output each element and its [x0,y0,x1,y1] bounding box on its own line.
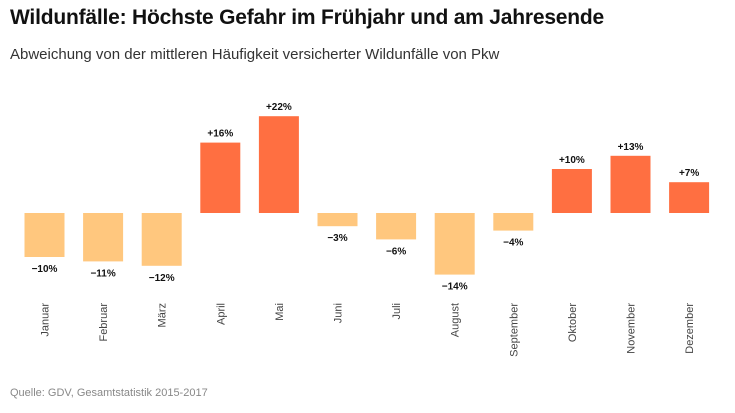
value-label: +22% [266,102,292,113]
value-label: −14% [442,282,468,293]
value-label: +16% [207,129,233,140]
bar-mai [258,116,299,213]
month-label: März [157,303,169,327]
month-label: April [215,303,227,325]
bar-januar [24,213,65,257]
bar-dezember [669,182,710,213]
month-label: September [508,303,520,357]
bar-juli [376,213,417,240]
month-label: November [626,303,638,354]
value-label: −12% [149,273,175,284]
bar-märz [141,213,182,266]
month-label: Januar [40,303,52,337]
value-label: +10% [559,155,585,166]
value-label: −4% [503,238,523,249]
month-label: Mai [274,303,286,321]
value-label: −3% [327,233,347,244]
chart-subtitle: Abweichung von der mittleren Häufigkeit … [10,46,500,63]
month-label: Oktober [567,303,579,342]
bar-april [200,142,241,213]
value-label: −10% [32,264,58,275]
month-label: Juli [391,303,403,320]
bar-august [434,213,475,275]
chart-title: Wildunfälle: Höchste Gefahr im Frühjahr … [10,6,605,29]
value-label: +13% [618,142,644,153]
value-label: −6% [386,246,406,257]
bar-september [493,213,534,231]
bar-juni [317,213,358,227]
bar-oktober [551,169,592,213]
source-note: Quelle: GDV, Gesamtstatistik 2015-2017 [10,387,208,399]
value-label: +7% [679,168,699,179]
bar-februar [83,213,124,262]
bar-november [610,155,651,213]
month-label: Februar [98,303,110,342]
month-label: Juni [333,303,345,323]
month-label: August [450,303,462,337]
month-label: Dezember [684,303,696,354]
value-label: −11% [90,268,115,279]
